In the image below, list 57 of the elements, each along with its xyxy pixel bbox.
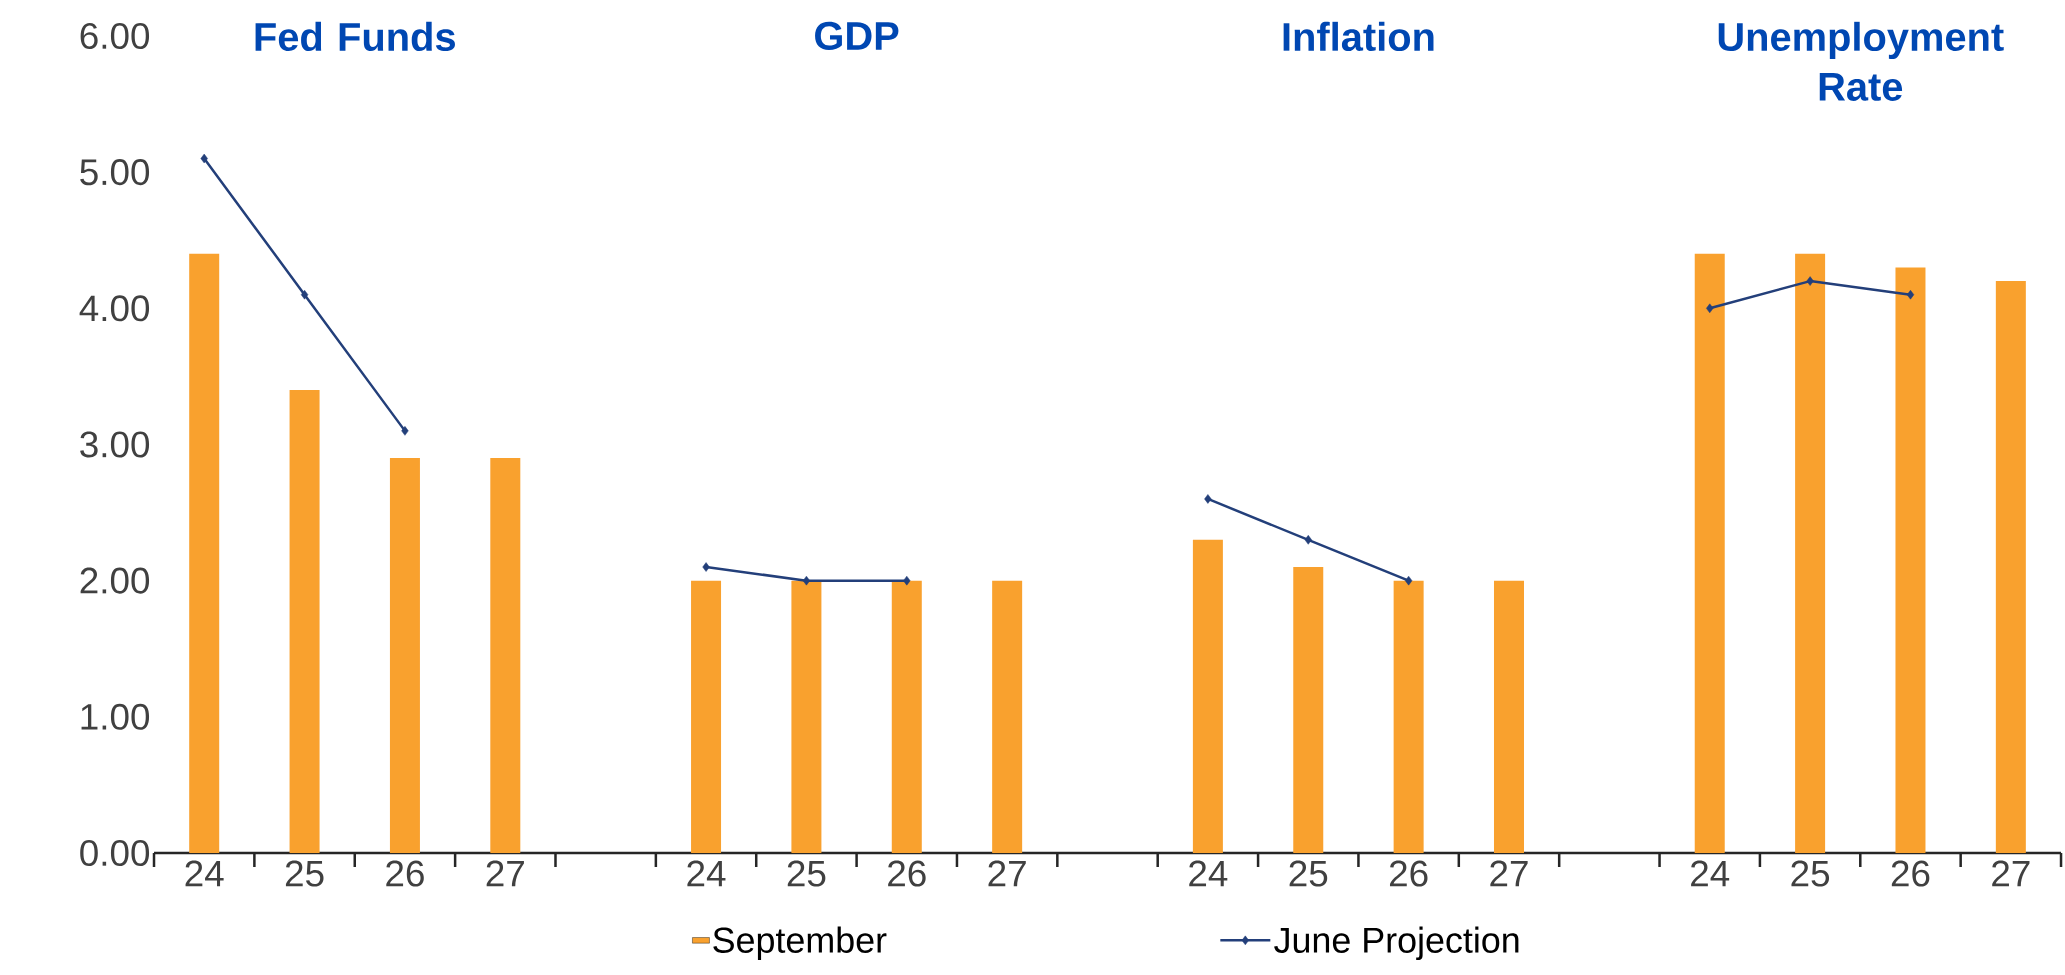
point — [401, 426, 409, 436]
bar — [1795, 253, 1826, 853]
point — [1706, 303, 1714, 314]
y-tick-label: 2.00 — [80, 567, 150, 594]
bar — [1494, 580, 1524, 853]
point — [802, 575, 811, 586]
annotation: Inflation — [1283, 21, 1434, 52]
x-tick-label: 25 — [787, 860, 826, 887]
point — [1204, 494, 1212, 504]
bar — [791, 580, 822, 853]
point — [300, 289, 309, 300]
bar — [1995, 281, 2026, 853]
x-tick-label: 26 — [1389, 860, 1428, 887]
y-tick-label: 4.00 — [79, 295, 150, 322]
x-tick-label: 24 — [1189, 860, 1228, 887]
annotation: Fed Funds — [255, 21, 455, 52]
x-tick-label: 25 — [285, 860, 324, 887]
bar — [1694, 253, 1725, 853]
bar — [490, 458, 521, 853]
x-tick-label: 24 — [687, 860, 726, 887]
y-tick-label: 0.00 — [80, 839, 150, 867]
x-tick-label: 26 — [386, 860, 424, 887]
y-tick-label: 6.00 — [80, 22, 150, 50]
point — [1405, 575, 1413, 586]
x-tick-label: 24 — [185, 860, 224, 887]
y-tick-label: 5.00 — [80, 159, 150, 186]
x-tick-label: 26 — [888, 860, 926, 887]
annotation: Unemployment Rate — [1718, 21, 2004, 101]
bar — [891, 580, 922, 853]
bar — [992, 580, 1023, 853]
x-tick-label: 27 — [486, 860, 524, 887]
y-tick-label: 3.00 — [80, 431, 150, 458]
x-tick-label: 24 — [1691, 860, 1730, 887]
x-tick-label: 27 — [1992, 860, 2030, 887]
point — [903, 575, 911, 586]
x-tick-label: 25 — [1791, 860, 1830, 887]
legend-label: June Projection — [1274, 926, 1519, 961]
point — [200, 153, 208, 164]
bar — [389, 458, 420, 853]
point — [1304, 535, 1312, 545]
point — [1906, 289, 1915, 300]
bar — [189, 253, 220, 853]
bar — [289, 390, 320, 853]
point — [1806, 276, 1814, 286]
bar — [691, 580, 722, 853]
bar — [1895, 267, 1926, 853]
x-tick-label: 27 — [988, 860, 1026, 887]
annotation: GDP — [815, 21, 899, 51]
x-tick-label: 25 — [1289, 860, 1328, 887]
x-tick-label: 27 — [1490, 860, 1528, 887]
bar — [1393, 580, 1424, 853]
legend-label: September — [713, 926, 887, 961]
y-tick-label: 1.00 — [81, 703, 150, 730]
point — [702, 562, 710, 572]
bar — [1192, 539, 1223, 853]
bar — [1293, 567, 1324, 853]
x-tick-label: 26 — [1891, 860, 1930, 887]
